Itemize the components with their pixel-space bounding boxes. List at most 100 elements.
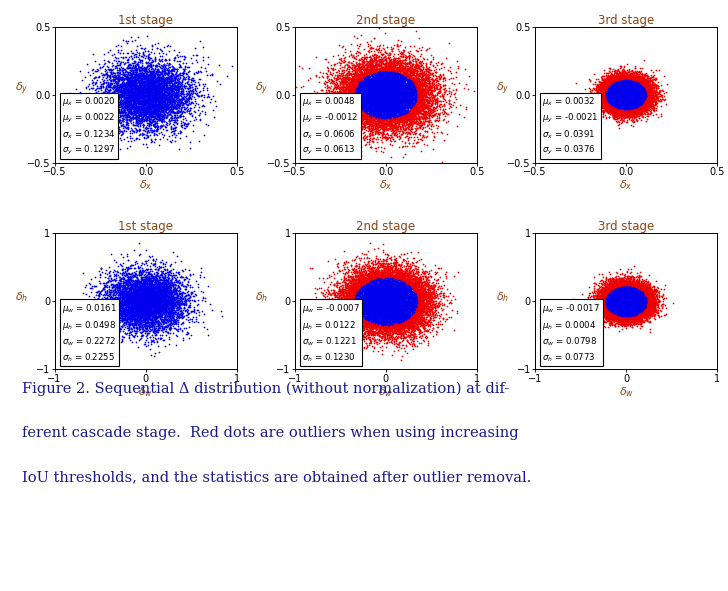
- Point: [344, 68, 356, 77]
- Point: [405, 95, 416, 105]
- Point: [622, 293, 634, 302]
- Point: [136, 77, 148, 86]
- Point: [373, 103, 385, 112]
- Point: [620, 85, 631, 95]
- Point: [169, 292, 181, 301]
- Point: [352, 297, 364, 306]
- Point: [412, 294, 424, 303]
- Point: [620, 102, 631, 112]
- Point: [634, 98, 646, 107]
- Point: [317, 88, 329, 98]
- Point: [331, 88, 343, 98]
- Point: [371, 291, 383, 301]
- Point: [629, 77, 641, 86]
- Point: [361, 254, 373, 263]
- Point: [431, 98, 443, 107]
- Point: [350, 308, 362, 317]
- Point: [424, 117, 435, 126]
- Point: [454, 100, 466, 110]
- Point: [151, 288, 163, 298]
- Point: [331, 296, 343, 305]
- Point: [615, 319, 627, 329]
- Point: [621, 303, 633, 312]
- Point: [384, 317, 395, 326]
- Point: [118, 315, 130, 324]
- Point: [375, 73, 387, 83]
- Point: [625, 301, 637, 310]
- Point: [400, 275, 411, 284]
- Point: [613, 315, 625, 324]
- Point: [618, 93, 630, 102]
- Point: [143, 282, 155, 291]
- Point: [118, 89, 130, 98]
- Point: [630, 93, 642, 102]
- Point: [641, 83, 652, 93]
- Point: [395, 90, 407, 99]
- Point: [87, 49, 98, 59]
- Point: [617, 312, 629, 322]
- Point: [614, 303, 625, 312]
- Point: [374, 76, 386, 85]
- Point: [160, 293, 172, 303]
- Point: [158, 282, 170, 291]
- Point: [394, 114, 405, 124]
- Point: [82, 298, 94, 307]
- Point: [622, 89, 633, 99]
- Point: [611, 288, 622, 298]
- Point: [411, 99, 422, 108]
- Point: [384, 121, 396, 131]
- Point: [386, 83, 397, 93]
- Point: [373, 44, 384, 54]
- Point: [138, 106, 149, 115]
- Point: [92, 286, 103, 296]
- Point: [623, 89, 635, 98]
- Point: [135, 111, 147, 120]
- Point: [376, 105, 387, 114]
- Point: [605, 293, 617, 303]
- Point: [372, 317, 384, 327]
- Point: [410, 281, 422, 291]
- Point: [601, 79, 612, 89]
- Point: [130, 85, 142, 95]
- Point: [618, 292, 630, 301]
- Point: [379, 292, 390, 301]
- Point: [365, 84, 377, 93]
- Point: [349, 291, 360, 300]
- Point: [630, 306, 642, 316]
- Point: [629, 66, 641, 75]
- Point: [127, 105, 139, 114]
- Point: [118, 100, 130, 109]
- Point: [384, 316, 395, 325]
- Point: [636, 80, 647, 89]
- Point: [347, 86, 359, 95]
- Point: [86, 297, 98, 307]
- Point: [171, 326, 183, 335]
- Point: [396, 126, 408, 135]
- Point: [596, 286, 608, 296]
- Point: [349, 265, 361, 274]
- Point: [425, 81, 437, 90]
- Point: [392, 307, 404, 317]
- Point: [620, 103, 632, 112]
- Point: [182, 83, 194, 93]
- Point: [167, 101, 178, 111]
- Point: [407, 60, 419, 69]
- Point: [141, 89, 153, 98]
- Point: [630, 302, 641, 311]
- Point: [381, 93, 393, 103]
- Point: [597, 112, 609, 122]
- Point: [149, 85, 160, 95]
- Point: [361, 108, 373, 118]
- Point: [639, 95, 651, 104]
- Point: [383, 280, 395, 289]
- Point: [175, 109, 187, 119]
- Point: [367, 87, 379, 96]
- Point: [317, 97, 328, 106]
- Point: [622, 296, 633, 305]
- Point: [164, 76, 175, 86]
- Point: [371, 258, 383, 268]
- Point: [356, 269, 368, 279]
- Point: [387, 323, 398, 332]
- Point: [379, 86, 390, 96]
- Point: [626, 75, 638, 85]
